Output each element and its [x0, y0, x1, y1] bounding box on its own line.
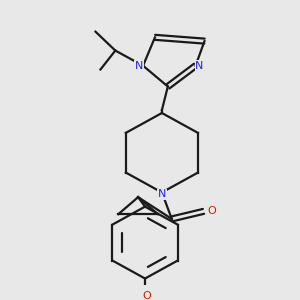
Text: O: O	[143, 290, 152, 300]
Text: N: N	[158, 189, 166, 199]
Text: N: N	[135, 61, 143, 71]
Text: O: O	[207, 206, 216, 216]
Text: N: N	[195, 61, 204, 71]
